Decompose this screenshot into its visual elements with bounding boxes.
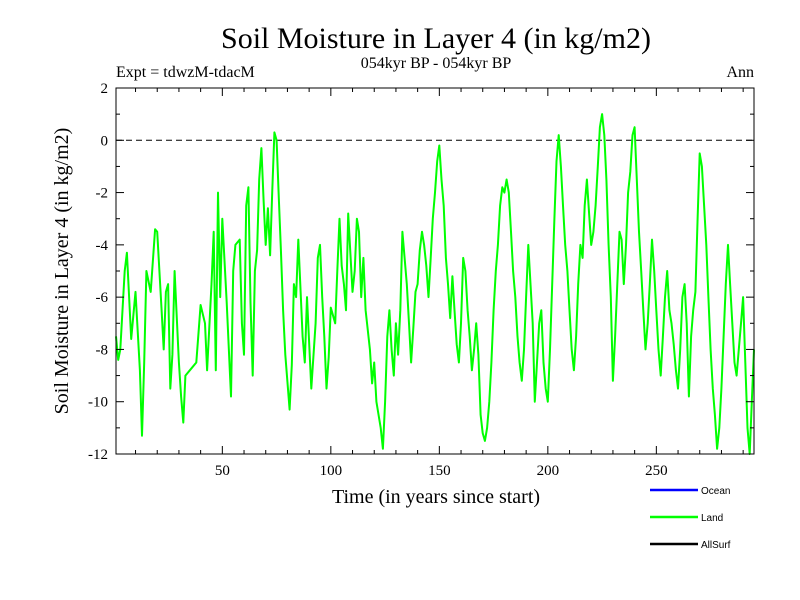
season-label: Ann [726, 64, 754, 81]
x-tick-label: 100 [320, 463, 343, 479]
legend-label-ocean: Ocean [701, 486, 730, 497]
legend-label-land: Land [701, 513, 723, 524]
x-tick-label: 150 [428, 463, 451, 479]
series-line-land [115, 113, 755, 455]
axes: 50 100 150 200 250 2 0 -2 -4 -6 -8 -10 -12 [88, 81, 754, 479]
y-tick-label: -6 [96, 290, 109, 306]
y-tick-label: -12 [88, 447, 108, 463]
chart-subtitle: 054kyr BP - 054kyr BP [361, 55, 512, 72]
y-tick-label: -4 [96, 238, 109, 254]
y-axis-label: Soil Moisture in Layer 4 (in kg/m2) [51, 128, 73, 415]
y-tick-label: -8 [96, 342, 109, 358]
x-axis-label: Time (in years since start) [332, 486, 540, 508]
legend-label-allsurf: AllSurf [701, 540, 731, 551]
x-tick-label: 200 [537, 463, 560, 479]
x-tick-label: 50 [215, 463, 230, 479]
y-tick-label: 0 [101, 133, 109, 149]
expt-label: Expt = tdwzM-tdacM [116, 64, 255, 81]
y-tick-label: -10 [88, 395, 108, 411]
x-tick-label: 250 [645, 463, 668, 479]
chart-title: Soil Moisture in Layer 4 (in kg/m2) [221, 22, 651, 55]
y-tick-label: -2 [96, 186, 109, 202]
legend: Ocean Land AllSurf [650, 486, 731, 551]
y-tick-label: 2 [101, 81, 109, 97]
plot-content [115, 113, 755, 455]
